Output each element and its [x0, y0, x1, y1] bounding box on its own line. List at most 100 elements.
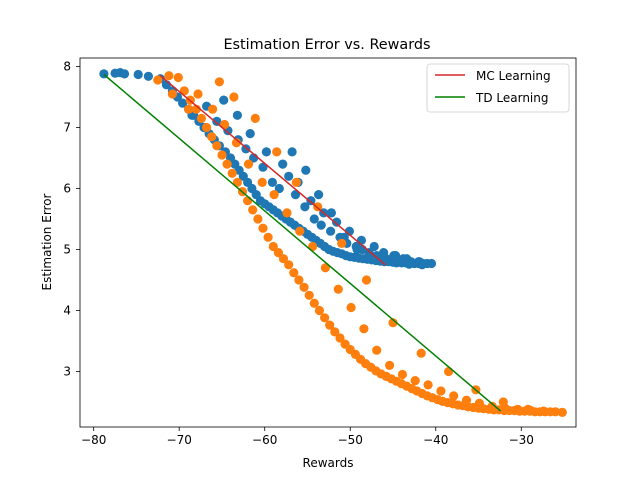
scatter-point-series-2: [326, 226, 336, 236]
scatter-point-series-3: [333, 284, 343, 294]
scatter-point-series-3: [257, 177, 267, 187]
scatter-point-series-3: [325, 320, 335, 330]
legend-box: [426, 63, 570, 113]
points-layer: [99, 68, 567, 417]
scatter-point-series-3: [268, 241, 278, 252]
scatter-point-series-3: [214, 77, 224, 87]
scatter-point-series-3: [269, 190, 279, 200]
scatter-point-series-2: [133, 69, 143, 80]
scatter-point-series-3: [423, 380, 433, 390]
scatter-point-series-3: [346, 302, 356, 313]
scatter-point-series-2: [417, 260, 427, 270]
y-tick-label: 7: [63, 121, 71, 135]
scatter-point-series-3: [153, 75, 163, 85]
scatter-point-series-3: [231, 138, 242, 148]
scatter-point-series-3: [202, 122, 212, 133]
scatter-point-series-3: [320, 263, 330, 273]
scatter-point-series-3: [193, 89, 203, 99]
scatter-point-series-3: [444, 366, 454, 377]
scatter-point-series-2: [326, 208, 336, 218]
scatter-point-series-3: [272, 147, 282, 157]
scatter-point-series-3: [173, 72, 183, 83]
scatter-point-series-3: [436, 386, 446, 396]
scatter-point-series-3: [208, 104, 218, 114]
scatter-point-series-3: [258, 223, 268, 233]
x-tick-label: −50: [338, 433, 363, 447]
scatter-point-series-3: [295, 226, 305, 236]
scatter-point-series-3: [196, 113, 206, 123]
x-tick-label: −40: [423, 433, 448, 447]
scatter-point-series-3: [167, 89, 177, 99]
scatter-point-series-2: [278, 159, 288, 169]
chart-title: Estimation Error vs. Rewards: [223, 37, 430, 53]
scatter-point-series-2: [219, 95, 229, 105]
scatter-point-series-3: [416, 348, 426, 358]
scatter-point-series-2: [261, 147, 271, 157]
x-tick-label: −30: [509, 433, 534, 447]
y-tick-label: 3: [63, 364, 71, 378]
plot-frame: [79, 57, 577, 428]
scatter-point-series-3: [212, 141, 222, 151]
y-tick-label: 5: [63, 243, 71, 257]
scatter-point-series-3: [222, 159, 232, 169]
scatter-point-series-2: [301, 165, 311, 175]
scatter-point-series-3: [179, 86, 189, 96]
scatter-point-series-2: [369, 241, 379, 252]
scatter-point-series-3: [250, 113, 260, 123]
mc-learning-line: [159, 75, 386, 266]
scatter-point-series-2: [290, 190, 301, 200]
x-tick-label: −60: [252, 433, 277, 447]
scatter-point-series-3: [330, 327, 340, 337]
scatter-point-series-3: [217, 150, 227, 160]
scatter-point-series-2: [287, 147, 297, 157]
scatter-point-series-2: [306, 196, 316, 206]
scatter-point-series-3: [498, 397, 508, 407]
td-learning-line: [103, 73, 502, 412]
scatter-point-series-2: [309, 214, 319, 224]
scatter-point-series-3: [263, 232, 273, 242]
scatter-point-series-2: [356, 235, 366, 245]
scatter-point-series-3: [232, 177, 242, 187]
scatter-point-series-3: [337, 238, 347, 248]
y-tick-label: 8: [63, 60, 71, 74]
scatter-point-series-3: [184, 104, 194, 114]
legend-td-label: TD Learning: [475, 91, 548, 105]
scatter-point-series-3: [291, 177, 301, 187]
scatter-point-series-2: [300, 202, 310, 212]
scatter-point-series-3: [410, 376, 420, 386]
legend-mc-label: MC Learning: [476, 69, 551, 83]
scatter-point-series-3: [248, 205, 258, 215]
scatter-point-series-3: [243, 159, 254, 169]
scatter-point-series-2: [389, 251, 399, 261]
scatter-point-series-3: [397, 369, 407, 380]
scatter-point-series-3: [385, 360, 395, 370]
scatter-point-series-2: [267, 177, 277, 187]
scatter-point-series-3: [550, 407, 561, 417]
y-axis-ticks: 3 4 5 6 7 8: [63, 60, 80, 378]
scatter-point-series-2: [284, 171, 294, 181]
scatter-point-series-2: [379, 248, 389, 258]
x-tick-label: −70: [167, 433, 192, 447]
scatter-point-series-3: [523, 404, 533, 414]
scatter-point-series-3: [538, 406, 549, 416]
x-axis-label: Rewards: [303, 456, 354, 470]
fit-lines-layer: [103, 73, 502, 412]
scatter-point-series-2: [378, 255, 388, 266]
scatter-point-series-3: [335, 333, 345, 343]
scatter-point-series-2: [391, 258, 401, 268]
scatter-point-series-3: [278, 254, 289, 264]
scatter-point-series-3: [314, 305, 324, 316]
scatter-point-series-3: [304, 290, 314, 300]
x-tick-label: −80: [81, 433, 106, 447]
scatter-point-series-3: [294, 275, 304, 285]
scatter-point-series-2: [212, 116, 222, 126]
x-axis-ticks: −80 −70 −60 −50 −40 −30: [81, 427, 534, 447]
scatter-point-series-3: [388, 318, 398, 328]
scatter-point-series-3: [449, 391, 459, 401]
scatter-point-series-2: [426, 258, 437, 269]
legend: MC Learning TD Learning: [426, 63, 570, 113]
scatter-point-series-3: [229, 92, 239, 102]
scatter-point-series-3: [299, 282, 309, 292]
